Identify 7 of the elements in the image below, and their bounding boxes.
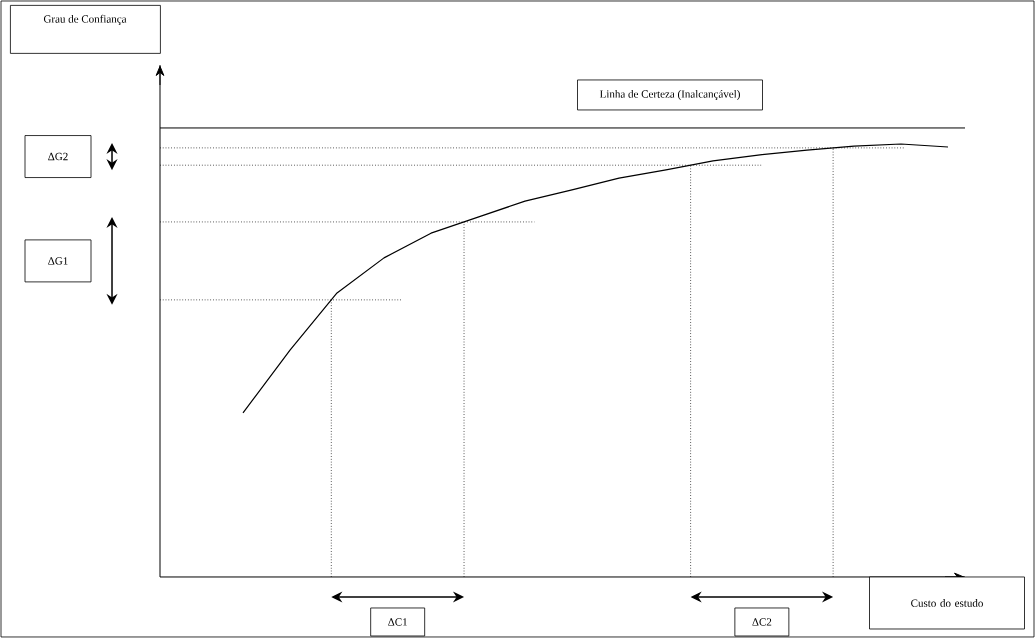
text: ΔG2	[48, 152, 68, 161]
text: ΔG1	[48, 257, 68, 265]
text: ΔC1	[388, 618, 407, 626]
x-axis-title: Custo do estudo	[911, 599, 983, 607]
text: Grau de Confiança	[43, 14, 127, 25]
text: ΔC2	[752, 618, 772, 626]
ref-line-label: Linha de Certeza (Inalcançável)	[599, 89, 740, 100]
